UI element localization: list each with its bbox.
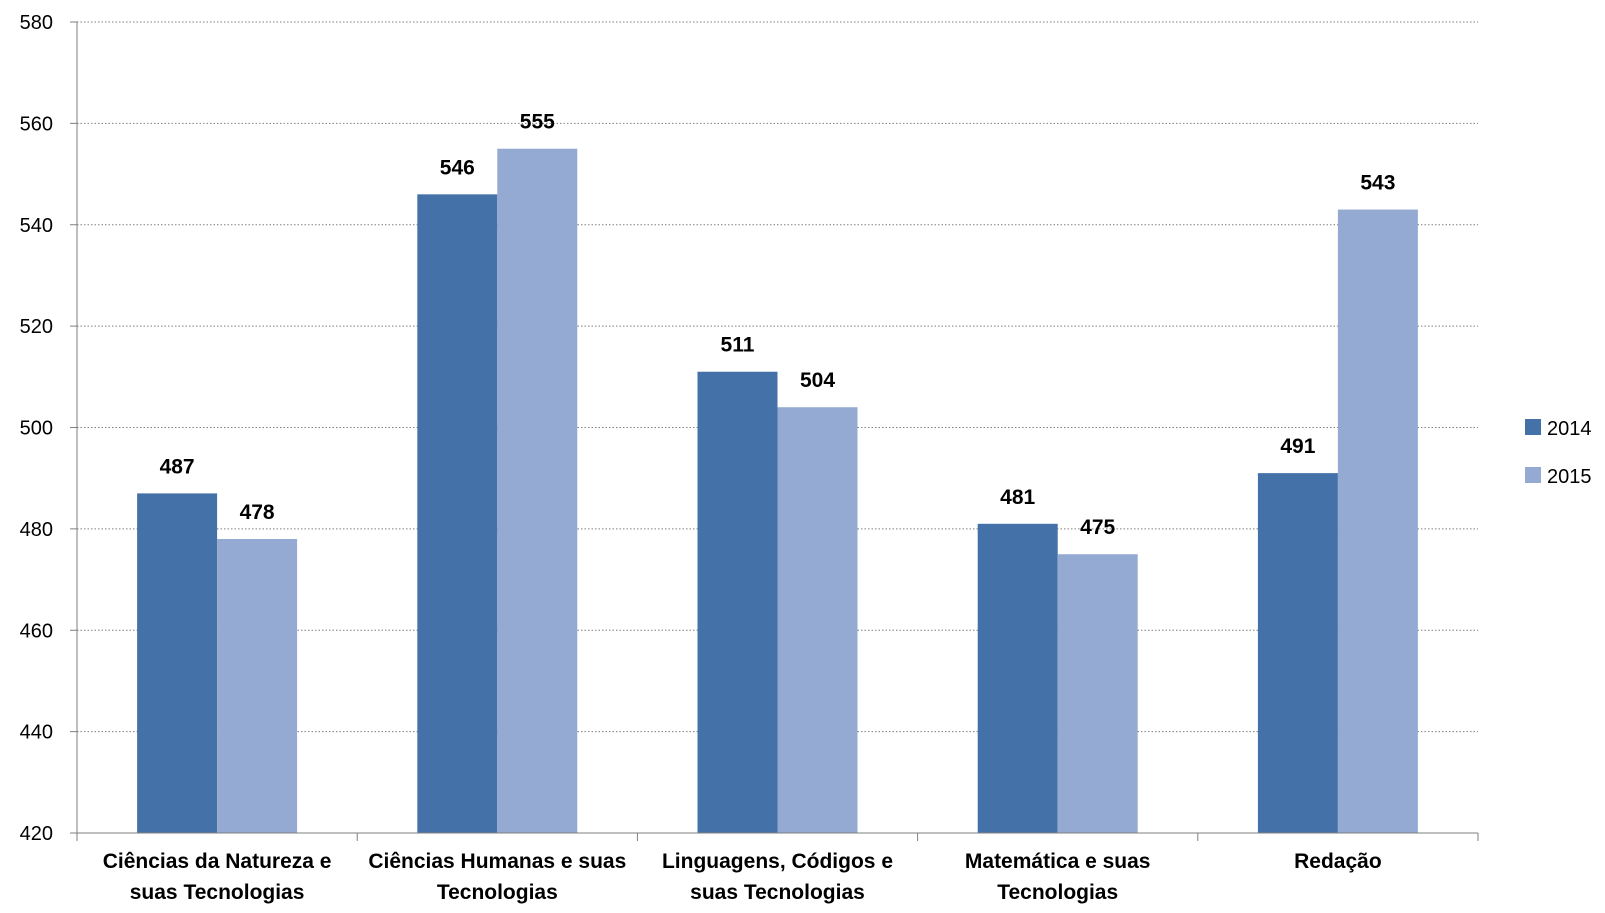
bar-2015 [777, 407, 858, 833]
data-label: 511 [721, 334, 755, 357]
data-label: 546 [440, 156, 475, 179]
bar-2014 [417, 194, 498, 833]
y-tick-label: 560 [20, 113, 53, 135]
data-label: 504 [800, 369, 835, 392]
y-tick-label: 480 [20, 519, 53, 541]
x-axis: Ciências da Natureza e suas Tecnologias Ci… [76, 832, 1479, 904]
data-label: 555 [520, 111, 555, 134]
x-category-label: Linguagens, Códigos e suas Tecnologias [662, 850, 893, 904]
legend-swatch [1525, 419, 1541, 435]
legend-label: 2015 [1547, 466, 1592, 488]
y-tick-label: 580 [20, 12, 53, 34]
legend: 2014 2015 [1525, 418, 1592, 488]
bar-2015 [1057, 554, 1138, 833]
data-label: 487 [160, 455, 195, 478]
data-label: 481 [1000, 486, 1035, 509]
data-label: 478 [240, 501, 275, 524]
legend-swatch [1525, 467, 1541, 483]
bar-2014 [1257, 473, 1338, 833]
x-category-label: Matemática e suas Tecnologias [965, 850, 1151, 904]
bars [137, 148, 1418, 833]
y-tick-label: 420 [20, 823, 53, 845]
bar-2015 [1337, 209, 1418, 833]
y-axis: 420 440 460 480 500 520 540 560 580 [20, 12, 78, 845]
bar-2014 [977, 523, 1058, 833]
x-category-label: Ciências Humanas e suas Tecnologias [368, 850, 626, 904]
y-tick-label: 440 [20, 722, 53, 744]
y-tick-label: 500 [20, 418, 53, 440]
data-label: 543 [1360, 172, 1395, 195]
y-tick-label: 540 [20, 215, 53, 237]
bar-2014 [137, 493, 218, 833]
x-category-label: Redação [1294, 850, 1382, 873]
bar-2015 [217, 539, 298, 833]
data-label: 475 [1080, 516, 1115, 539]
data-labels: 487 478 546 555 511 504 481 475 491 543 [160, 111, 1396, 540]
data-label: 491 [1280, 435, 1315, 458]
bar-2014 [697, 371, 778, 833]
legend-label: 2014 [1547, 418, 1592, 440]
x-category-label: Ciências da Natureza e suas Tecnologias [103, 850, 332, 904]
bar-2015 [497, 148, 578, 833]
y-tick-label: 460 [20, 620, 53, 642]
y-tick-label: 520 [20, 316, 53, 338]
